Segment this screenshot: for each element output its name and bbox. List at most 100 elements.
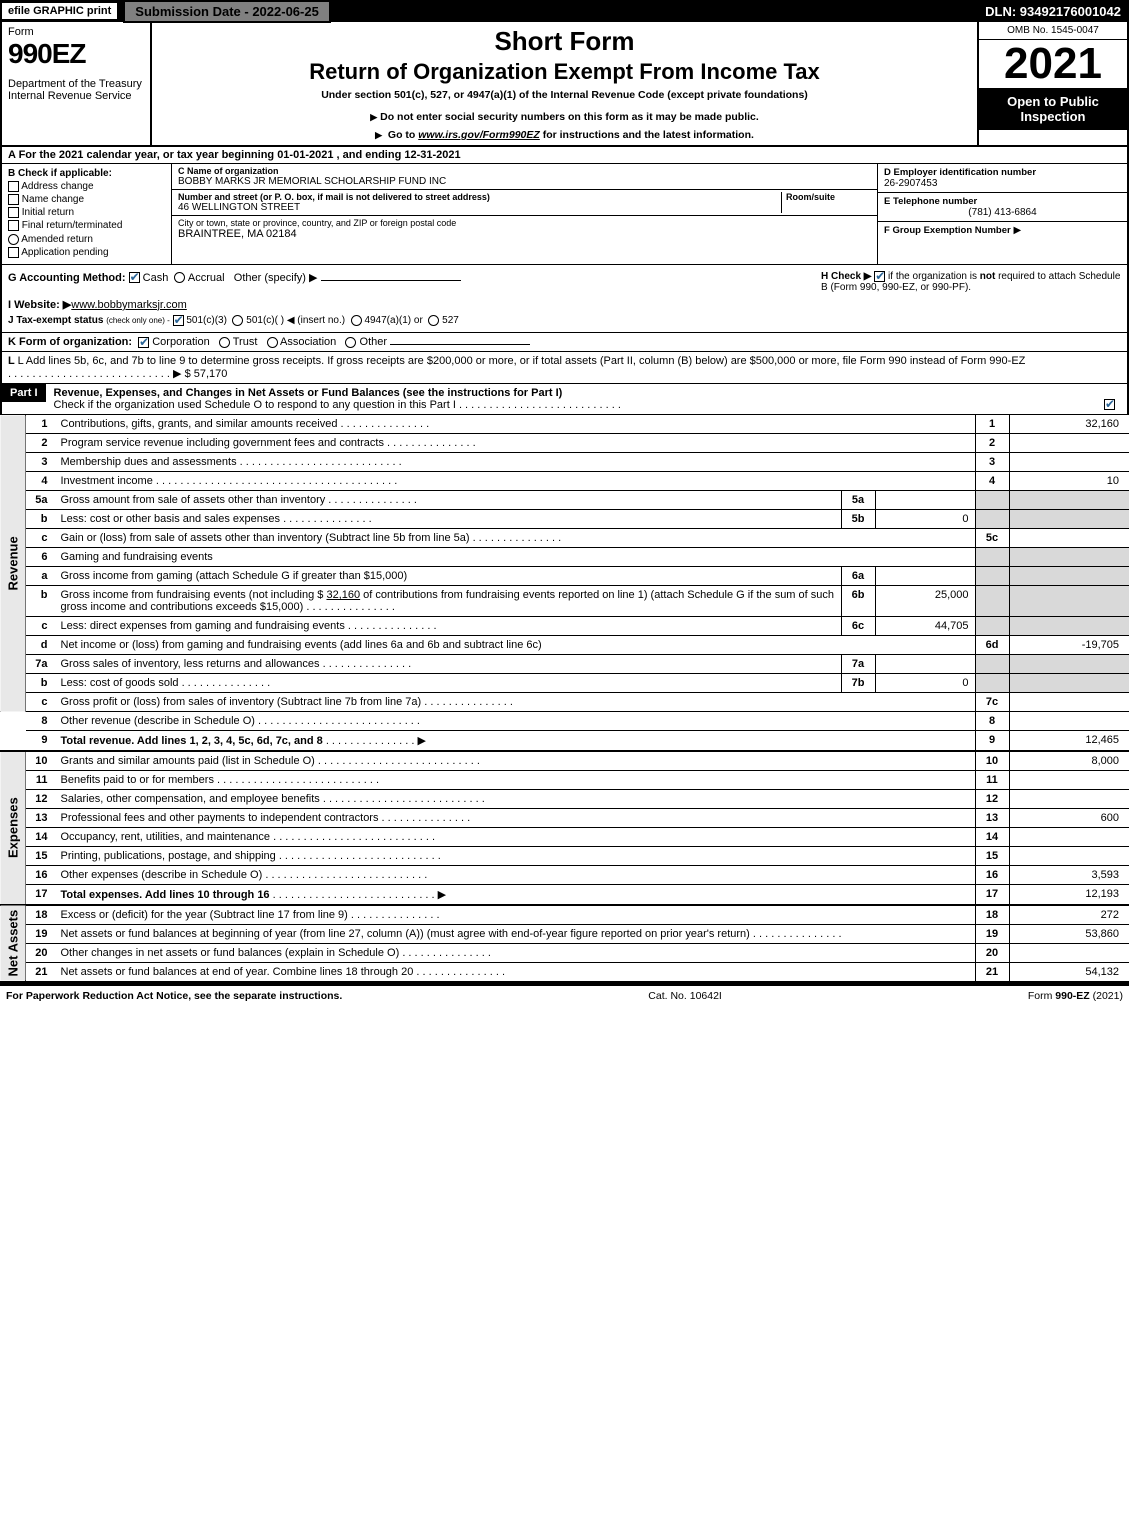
l3-num: 3	[26, 452, 56, 471]
sidebar-expenses: Expenses	[0, 751, 26, 905]
chk-pending[interactable]: Application pending	[8, 247, 165, 258]
l5a-shade	[975, 490, 1009, 509]
goto-pre: Go to	[388, 129, 418, 141]
l4-num: 4	[26, 471, 56, 490]
k-other-input[interactable]	[390, 344, 530, 345]
website-url[interactable]: www.bobbymarksjr.com	[71, 299, 187, 311]
short-form-title: Short Form	[160, 26, 969, 57]
chk-final[interactable]: Final return/terminated	[8, 220, 165, 231]
chk-amended[interactable]: Amended return	[8, 234, 165, 245]
ein-cell: D Employer identification number 26-2907…	[878, 164, 1127, 193]
l5c-val	[1009, 528, 1129, 547]
chk-501c3[interactable]	[173, 315, 184, 326]
line-7c: c Gross profit or (loss) from sales of i…	[0, 692, 1129, 711]
gh-left: G Accounting Method: Cash Accrual Other …	[8, 271, 811, 326]
l6a-text: Gross income from gaming (attach Schedul…	[61, 570, 408, 582]
line-5a: 5a Gross amount from sale of assets othe…	[0, 490, 1129, 509]
chk-assoc[interactable]	[267, 337, 278, 348]
l-amount: 57,170	[194, 368, 228, 380]
l20-text: Other changes in net assets or fund bala…	[61, 947, 400, 959]
inspection-box: Open to Public Inspection	[979, 88, 1127, 130]
i-label: I Website: ▶	[8, 299, 71, 311]
chk-h[interactable]	[874, 271, 885, 282]
chk-address[interactable]: Address change	[8, 181, 165, 192]
l7c-val	[1009, 692, 1129, 711]
l7c-text: Gross profit or (loss) from sales of inv…	[61, 696, 422, 708]
l7a-shade	[975, 654, 1009, 673]
l10-num: 10	[26, 751, 56, 771]
l6-shade	[975, 547, 1009, 566]
l6b-sb: 6b	[841, 585, 875, 616]
k-assoc: Association	[280, 336, 336, 348]
l16-val: 3,593	[1009, 865, 1129, 884]
l1-val: 32,160	[1009, 415, 1129, 434]
goto-url[interactable]: www.irs.gov/Form990EZ	[418, 129, 540, 141]
part1-check[interactable]	[1104, 399, 1115, 410]
chk-4947[interactable]	[351, 315, 362, 326]
chk-501c[interactable]	[232, 315, 243, 326]
l6a-num: a	[26, 566, 56, 585]
chk-527[interactable]	[428, 315, 439, 326]
h-box: H Check ▶ if the organization is not req…	[821, 271, 1121, 326]
l6d-box: 6d	[975, 635, 1009, 654]
line-20: 20 Other changes in net assets or fund b…	[0, 943, 1129, 962]
ein-value: 26-2907453	[884, 178, 1121, 189]
line-10: Expenses 10 Grants and similar amounts p…	[0, 751, 1129, 771]
l18-box: 18	[975, 905, 1009, 925]
l8-box: 8	[975, 711, 1009, 730]
header-left: Form 990EZ Department of the Treasury In…	[2, 22, 152, 145]
chk-corp[interactable]	[138, 337, 149, 348]
l6b-num: b	[26, 585, 56, 616]
main-title: Return of Organization Exempt From Incom…	[160, 59, 969, 85]
g-other-input[interactable]	[321, 280, 461, 281]
l12-text: Salaries, other compensation, and employ…	[61, 793, 320, 805]
l9-text: Total revenue. Add lines 1, 2, 3, 4, 5c,…	[61, 735, 323, 747]
l6a-sv	[875, 566, 975, 585]
h-pre: H Check ▶	[821, 271, 871, 282]
l12-num: 12	[26, 789, 56, 808]
line-17: 17 Total expenses. Add lines 10 through …	[0, 884, 1129, 905]
g-line: G Accounting Method: Cash Accrual Other …	[8, 271, 811, 284]
chk-initial[interactable]: Initial return	[8, 207, 165, 218]
l17-num: 17	[26, 884, 56, 905]
k-other: Other	[360, 336, 388, 348]
l20-num: 20	[26, 943, 56, 962]
l7b-text: Less: cost of goods sold	[61, 677, 179, 689]
l7c-num: c	[26, 692, 56, 711]
efile-label[interactable]: efile GRAPHIC print	[0, 1, 119, 21]
g-accrual: Accrual	[188, 272, 225, 284]
chk-trust[interactable]	[219, 337, 230, 348]
l5a-sv	[875, 490, 975, 509]
l6d-val: -19,705	[1009, 635, 1129, 654]
l2-val	[1009, 433, 1129, 452]
l7a-num: 7a	[26, 654, 56, 673]
l11-val	[1009, 770, 1129, 789]
l14-text: Occupancy, rent, utilities, and maintena…	[61, 831, 271, 843]
l6a-shade2	[1009, 566, 1129, 585]
i-line: I Website: ▶www.bobbymarksjr.com	[8, 298, 811, 311]
chk-accrual[interactable]	[174, 272, 185, 283]
sidebar-netassets: Net Assets	[0, 905, 26, 982]
l1-box: 1	[975, 415, 1009, 434]
ein-label: D Employer identification number	[884, 167, 1121, 178]
chk-name[interactable]: Name change	[8, 194, 165, 205]
l4-box: 4	[975, 471, 1009, 490]
footer-right-form: 990-EZ	[1055, 990, 1089, 1002]
l19-box: 19	[975, 924, 1009, 943]
l21-text: Net assets or fund balances at end of ye…	[61, 966, 414, 978]
l17-text: Total expenses. Add lines 10 through 16	[61, 889, 270, 901]
org-name-cell: C Name of organization BOBBY MARKS JR ME…	[172, 164, 877, 190]
l1-text: Contributions, gifts, grants, and simila…	[61, 418, 338, 430]
k-label: K Form of organization:	[8, 336, 132, 348]
goto-post: for instructions and the latest informat…	[540, 129, 754, 141]
chk-cash[interactable]	[129, 272, 140, 283]
room-label: Room/suite	[786, 192, 871, 202]
l7b-num: b	[26, 673, 56, 692]
line-6a: a Gross income from gaming (attach Sched…	[0, 566, 1129, 585]
sidebar-revenue: Revenue	[0, 415, 26, 712]
section-gh: G Accounting Method: Cash Accrual Other …	[0, 265, 1129, 333]
phone-cell: E Telephone number (781) 413-6864	[878, 193, 1127, 222]
chk-other[interactable]	[345, 337, 356, 348]
l7a-text: Gross sales of inventory, less returns a…	[61, 658, 320, 670]
j-note: (check only one) -	[106, 316, 170, 325]
